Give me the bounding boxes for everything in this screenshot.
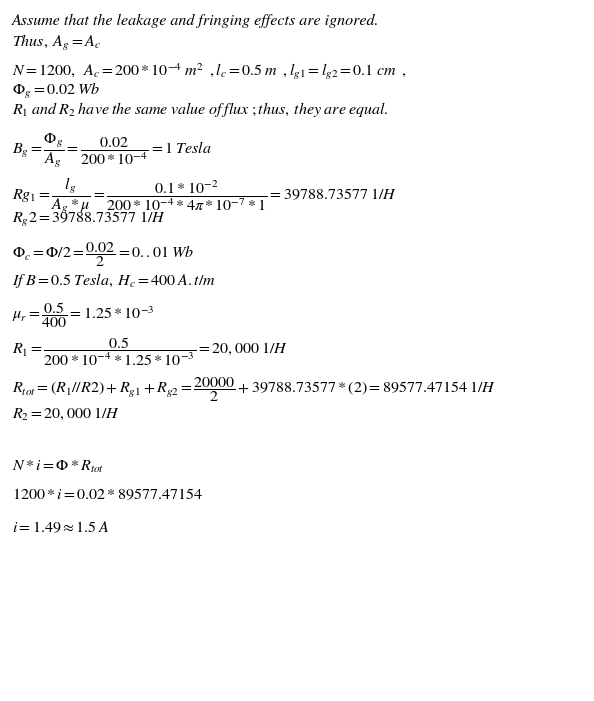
Text: $B_g = \dfrac{\Phi_g}{A_g} = \dfrac{0.02}{200*10^{-4}} = 1 \; Tesla$: $B_g = \dfrac{\Phi_g}{A_g} = \dfrac{0.02… [12,132,212,170]
Text: $R_1 = \dfrac{0.5}{200*10^{-4}*1.25*10^{-3}} = 20,000 \; 1/H$: $R_1 = \dfrac{0.5}{200*10^{-4}*1.25*10^{… [12,336,288,368]
Text: $If \; B = 0.5 \; Tesla, \; H_c = 400 \; A.t/m$: $If \; B = 0.5 \; Tesla, \; H_c = 400 \;… [12,271,216,290]
Text: $R_g 2 = 39788.73577 \; 1/H$: $R_g 2 = 39788.73577 \; 1/H$ [12,210,166,229]
Text: $Rg_1 = \dfrac{l_g}{A_g * \mu} = \dfrac{0.1*10^{-2}}{200*10^{-4}*4\pi*10^{-7}*1}: $Rg_1 = \dfrac{l_g}{A_g * \mu} = \dfrac{… [12,176,397,216]
Text: $N = 1200, \;\; A_c = 200*10^{-4} \; m^2 \;\; , l_c = 0.5 \; m \;\; , l_{g1} = l: $N = 1200, \;\; A_c = 200*10^{-4} \; m^2… [12,62,406,82]
Text: Assume that the leakage and fringing effects are ignored.: Assume that the leakage and fringing eff… [12,14,380,28]
Text: $Thus, \; A_g = A_c$: $Thus, \; A_g = A_c$ [12,33,101,53]
Text: $\Phi_g = 0.02 \; Wb$: $\Phi_g = 0.02 \; Wb$ [12,81,100,101]
Text: $\Phi_c = \Phi/2 = \dfrac{0.02}{2} = 0..01 \; Wb$: $\Phi_c = \Phi/2 = \dfrac{0.02}{2} = 0..… [12,240,194,268]
Text: $R_2 = 20,000 \; 1/H$: $R_2 = 20,000 \; 1/H$ [12,406,120,422]
Text: $R_{tot} = (R_1//R2)+R_{g1}+R_{g2} = \dfrac{20000}{2}+39788.73577*(2) = 89577.47: $R_{tot} = (R_1//R2)+R_{g1}+R_{g2} = \df… [12,375,496,404]
Text: $\mu_r = \dfrac{0.5}{400} = 1.25*10^{-3}$: $\mu_r = \dfrac{0.5}{400} = 1.25*10^{-3}… [12,300,154,330]
Text: $1200 * i = 0.02 * 89577.47154$: $1200 * i = 0.02 * 89577.47154$ [12,487,203,503]
Text: $i = 1.49 \approx 1.5 \; A$: $i = 1.49 \approx 1.5 \; A$ [12,520,110,536]
Text: $N * i = \Phi * R_{tot}$: $N * i = \Phi * R_{tot}$ [12,459,104,475]
Text: $R_1 \; and \; R_2 \; have \; the \; same \; value \; of \; flux \; ; thus, \; t: $R_1 \; and \; R_2 \; have \; the \; sam… [12,100,388,118]
